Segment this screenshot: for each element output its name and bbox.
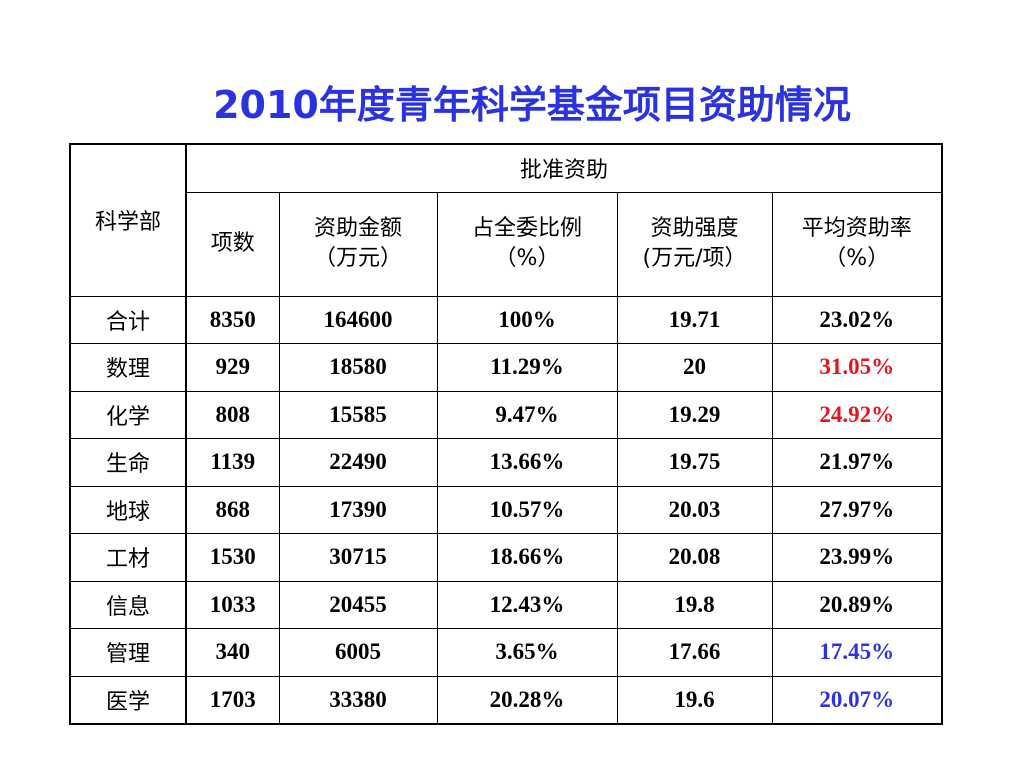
amount-cell: 22490 <box>278 438 438 487</box>
intensity-cell: 20 <box>616 343 773 392</box>
dept-cell: 地球 <box>69 485 187 534</box>
column-header-line2: （%） <box>824 246 890 271</box>
ratio-cell: 10.57% <box>436 485 618 534</box>
count-cell: 1033 <box>185 580 280 629</box>
rate-cell: 23.02% <box>771 295 943 344</box>
count-cell: 1139 <box>185 438 280 487</box>
intensity-cell: 20.03 <box>616 485 773 534</box>
table-row: 医学 1703 33380 20.28% 19.6 20.07% <box>69 675 943 724</box>
row-header-cell: 科学部 <box>69 143 187 297</box>
amount-cell: 33380 <box>278 675 438 724</box>
column-header-ratio: 占全委比例 （%） <box>436 191 618 297</box>
table-row: 管理 340 6005 3.65% 17.66 17.45% <box>69 628 943 677</box>
intensity-cell: 17.66 <box>616 628 773 677</box>
rate-cell: 31.05% <box>771 343 943 392</box>
dept-cell: 化学 <box>69 390 187 439</box>
dept-cell: 信息 <box>69 580 187 629</box>
column-header-line1: 资助强度 <box>650 216 739 241</box>
column-header-line1: 平均资助率 <box>801 216 912 241</box>
ratio-cell: 100% <box>436 295 618 344</box>
dept-cell: 数理 <box>69 343 187 392</box>
column-header-line2: （%） <box>494 246 560 271</box>
column-header-count: 项数 <box>185 191 280 297</box>
amount-cell: 20455 <box>278 580 438 629</box>
table-row: 数理 929 18580 11.29% 20 31.05% <box>69 343 943 392</box>
intensity-cell: 19.75 <box>616 438 773 487</box>
table-row: 信息 1033 20455 12.43% 19.8 20.89% <box>69 580 943 629</box>
table-row: 合计 8350 164600 100% 19.71 23.02% <box>69 295 943 344</box>
header-row-group: 科学部 批准资助 <box>69 143 943 297</box>
column-header-line2: (万元/项） <box>642 246 747 271</box>
column-header-line2: （万元） <box>313 246 402 271</box>
dept-cell: 管理 <box>69 628 187 677</box>
ratio-cell: 13.66% <box>436 438 618 487</box>
intensity-cell: 19.29 <box>616 390 773 439</box>
rate-cell: 20.07% <box>771 675 943 724</box>
intensity-cell: 20.08 <box>616 533 773 582</box>
amount-cell: 17390 <box>278 485 438 534</box>
dept-cell: 工材 <box>69 533 187 582</box>
count-cell: 808 <box>185 390 280 439</box>
table-row: 生命 1139 22490 13.66% 19.75 21.97% <box>69 438 943 487</box>
count-cell: 1530 <box>185 533 280 582</box>
rate-cell: 24.92% <box>771 390 943 439</box>
ratio-cell: 12.43% <box>436 580 618 629</box>
table-row: 工材 1530 30715 18.66% 20.08 23.99% <box>69 533 943 582</box>
dept-cell: 合计 <box>69 295 187 344</box>
slide-title: 2010年度青年科学基金项目资助情况 <box>213 83 851 127</box>
column-header-rate: 平均资助率 （%） <box>771 191 943 297</box>
funding-table: 科学部 批准资助 项数 资助金额 （万元） 占全委比例 （%） 资助强度 (万元… <box>69 143 944 725</box>
count-cell: 8350 <box>185 295 280 344</box>
ratio-cell: 9.47% <box>436 390 618 439</box>
ratio-cell: 18.66% <box>436 533 618 582</box>
count-cell: 1703 <box>185 675 280 724</box>
column-header-line1: 资助金额 <box>313 216 402 241</box>
intensity-cell: 19.8 <box>616 580 773 629</box>
column-header-line1: 占全委比例 <box>471 216 582 241</box>
count-cell: 868 <box>185 485 280 534</box>
dept-cell: 生命 <box>69 438 187 487</box>
column-header-line1: 项数 <box>210 231 255 256</box>
count-cell: 340 <box>185 628 280 677</box>
ratio-cell: 11.29% <box>436 343 618 392</box>
rate-cell: 23.99% <box>771 533 943 582</box>
count-cell: 929 <box>185 343 280 392</box>
rate-cell: 20.89% <box>771 580 943 629</box>
table-row: 化学 808 15585 9.47% 19.29 24.92% <box>69 390 943 439</box>
column-header-intensity: 资助强度 (万元/项） <box>616 191 773 297</box>
column-header-amount: 资助金额 （万元） <box>278 191 438 297</box>
amount-cell: 30715 <box>278 533 438 582</box>
dept-cell: 医学 <box>69 675 187 724</box>
ratio-cell: 3.65% <box>436 628 618 677</box>
amount-cell: 15585 <box>278 390 438 439</box>
group-header-cell: 批准资助 <box>185 143 943 193</box>
intensity-cell: 19.71 <box>616 295 773 344</box>
amount-cell: 164600 <box>278 295 438 344</box>
intensity-cell: 19.6 <box>616 675 773 724</box>
rate-cell: 27.97% <box>771 485 943 534</box>
rate-cell: 21.97% <box>771 438 943 487</box>
amount-cell: 18580 <box>278 343 438 392</box>
amount-cell: 6005 <box>278 628 438 677</box>
ratio-cell: 20.28% <box>436 675 618 724</box>
rate-cell: 17.45% <box>771 628 943 677</box>
header-row-columns: 项数 资助金额 （万元） 占全委比例 （%） 资助强度 (万元/项） 平均资助率… <box>70 191 943 297</box>
table-row: 地球 868 17390 10.57% 20.03 27.97% <box>69 485 943 534</box>
